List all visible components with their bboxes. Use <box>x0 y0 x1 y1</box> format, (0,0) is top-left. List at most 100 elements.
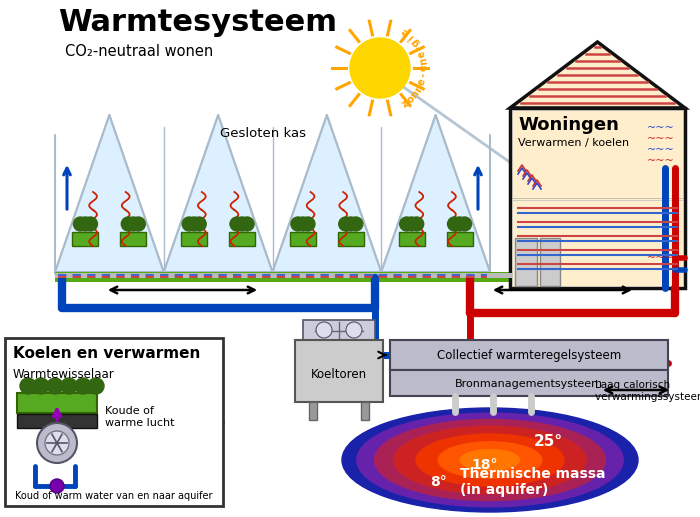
Text: Gesloten kas: Gesloten kas <box>220 127 305 140</box>
Circle shape <box>452 217 466 231</box>
Circle shape <box>132 217 146 231</box>
Circle shape <box>37 423 77 463</box>
Bar <box>181 232 207 246</box>
Circle shape <box>344 217 358 231</box>
Circle shape <box>240 217 254 231</box>
Circle shape <box>75 378 91 394</box>
Text: 18°: 18° <box>472 458 498 472</box>
Text: Koude of
warme lucht: Koude of warme lucht <box>105 406 174 428</box>
Bar <box>540 238 560 286</box>
Ellipse shape <box>394 426 586 494</box>
Circle shape <box>296 217 310 231</box>
Circle shape <box>47 378 63 394</box>
Circle shape <box>126 217 140 231</box>
Bar <box>510 108 685 288</box>
Text: ~~~: ~~~ <box>647 145 675 155</box>
Text: o: o <box>405 94 416 105</box>
Polygon shape <box>510 42 685 108</box>
Circle shape <box>349 217 363 231</box>
Bar <box>447 232 473 246</box>
Bar <box>361 402 369 420</box>
Text: Koud of warm water van en naar aquifer: Koud of warm water van en naar aquifer <box>15 491 213 501</box>
Bar <box>399 232 425 246</box>
Text: e: e <box>416 77 428 86</box>
Bar <box>55 272 610 282</box>
Bar <box>338 232 364 246</box>
Bar <box>17 393 97 413</box>
Circle shape <box>346 322 362 338</box>
Text: ~~~: ~~~ <box>647 156 675 166</box>
Bar <box>120 232 146 246</box>
Circle shape <box>50 479 64 493</box>
Text: Laag calorisch
verwarmingssysteem (ZLTV): Laag calorisch verwarmingssysteem (ZLTV) <box>595 380 700 402</box>
Bar <box>390 370 668 396</box>
Circle shape <box>45 431 69 455</box>
Text: Verwarmen / koelen: Verwarmen / koelen <box>518 138 629 148</box>
Text: r: r <box>414 43 425 52</box>
Circle shape <box>410 217 424 231</box>
Text: CO₂-neutraal wonen: CO₂-neutraal wonen <box>65 44 214 59</box>
Bar <box>515 238 537 286</box>
Text: Bronmanagementsysteem: Bronmanagementsysteem <box>455 379 603 389</box>
Circle shape <box>187 217 201 231</box>
Ellipse shape <box>416 434 564 486</box>
Text: e: e <box>400 26 411 38</box>
Text: n: n <box>413 83 425 94</box>
Circle shape <box>235 217 249 231</box>
Ellipse shape <box>374 419 606 500</box>
Polygon shape <box>55 115 490 274</box>
Text: -: - <box>418 72 428 78</box>
Circle shape <box>339 217 353 231</box>
Ellipse shape <box>461 450 519 470</box>
Ellipse shape <box>357 413 623 507</box>
Bar <box>390 340 668 370</box>
Circle shape <box>230 217 244 231</box>
Circle shape <box>61 378 77 394</box>
Circle shape <box>405 217 419 231</box>
Circle shape <box>350 38 410 98</box>
Circle shape <box>291 217 305 231</box>
Circle shape <box>193 217 206 231</box>
Bar <box>229 232 255 246</box>
Text: Thermische massa
(in aquifer): Thermische massa (in aquifer) <box>460 467 606 497</box>
Text: n: n <box>410 88 421 100</box>
Circle shape <box>121 217 135 231</box>
Circle shape <box>33 378 49 394</box>
Circle shape <box>447 217 461 231</box>
Text: Koeltoren: Koeltoren <box>311 369 367 382</box>
Bar <box>512 110 683 198</box>
Bar <box>5 338 223 506</box>
Text: Collectief warmteregelsysteem: Collectief warmteregelsysteem <box>437 349 621 362</box>
Bar <box>55 273 610 278</box>
Text: ~~~: ~~~ <box>647 134 675 144</box>
Text: g: g <box>410 36 421 48</box>
Text: ~~~: ~~~ <box>647 253 675 263</box>
Circle shape <box>74 217 88 231</box>
Circle shape <box>182 217 196 231</box>
Bar <box>290 232 316 246</box>
Circle shape <box>83 217 97 231</box>
Circle shape <box>78 217 92 231</box>
Bar <box>17 414 97 428</box>
Bar <box>73 232 99 246</box>
Text: Woningen: Woningen <box>518 116 619 134</box>
Text: e: e <box>419 65 429 71</box>
Text: n: n <box>418 57 429 65</box>
Text: z: z <box>400 98 410 110</box>
Text: Warmtewisselaar: Warmtewisselaar <box>13 368 115 381</box>
Circle shape <box>20 378 36 394</box>
Text: ~~~: ~~~ <box>647 123 675 133</box>
Bar <box>303 320 375 341</box>
Circle shape <box>458 217 472 231</box>
Circle shape <box>400 217 414 231</box>
Text: 8°: 8° <box>430 475 447 489</box>
Text: e: e <box>416 50 428 59</box>
Text: Warmtesysteem: Warmtesysteem <box>58 8 337 37</box>
Ellipse shape <box>342 408 638 512</box>
Circle shape <box>301 217 315 231</box>
Text: Koelen en verwarmen: Koelen en verwarmen <box>13 346 200 361</box>
Bar <box>309 402 317 420</box>
Ellipse shape <box>438 442 542 478</box>
Text: 25°: 25° <box>533 434 563 449</box>
Circle shape <box>88 378 104 394</box>
